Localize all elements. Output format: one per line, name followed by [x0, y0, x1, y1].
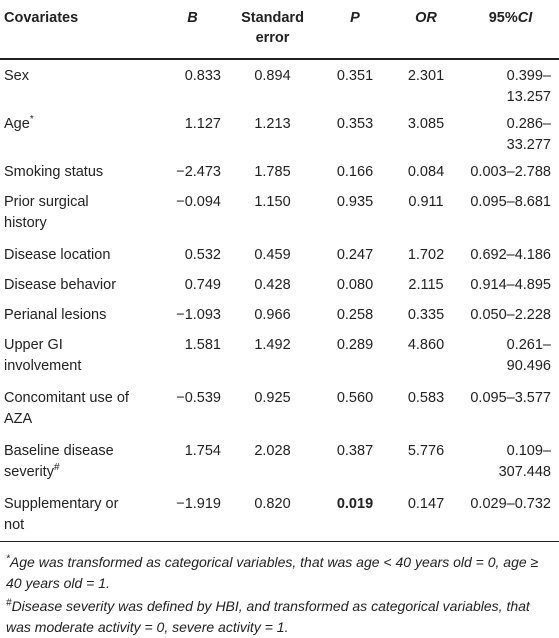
header-p: P: [350, 10, 360, 26]
cell-or: 4.860: [407, 337, 445, 353]
cell-b: 1.127: [184, 116, 221, 132]
header-row: Covariates B Standard error P OR 95%CI: [0, 0, 559, 59]
header-standard-error: Standard error: [241, 10, 304, 46]
cell-or: 0.084: [407, 164, 445, 180]
cell-standard-error: 1.150: [254, 194, 291, 210]
cell-covariate: Sex: [4, 68, 29, 84]
cell-or: 1.702: [407, 247, 445, 263]
cell-p: 0.166: [336, 164, 374, 180]
cell-ci: 0.003–2.788: [470, 164, 551, 180]
regression-table: Covariates B Standard error P OR 95%CI Se…: [0, 0, 559, 542]
table-row: Disease location 0.532 0.459 0.247 1.702 0.69…: [0, 239, 559, 269]
cell-p: 0.560: [336, 390, 374, 406]
cell-standard-error: 0.820: [254, 496, 291, 512]
header-or: OR: [415, 10, 437, 26]
cell-b: −1.093: [176, 307, 221, 323]
cell-ci: 0.914–4.895: [470, 277, 551, 293]
cell-p: 0.247: [336, 247, 374, 263]
cell-ci: 0.050–2.228: [470, 307, 551, 323]
cell-standard-error: 0.459: [254, 247, 291, 263]
cell-covariate: Prior surgical history: [4, 194, 89, 231]
cell-standard-error: 0.894: [254, 68, 291, 84]
cell-ci: 0.095–8.681: [470, 194, 551, 210]
header-b: B: [187, 10, 198, 26]
cell-covariate: Disease behavior: [4, 277, 117, 293]
cell-b: 0.749: [184, 277, 221, 293]
cell-covariate: Age*: [4, 114, 34, 132]
cell-b: 1.581: [184, 337, 221, 353]
cell-p: 0.353: [336, 116, 374, 132]
cell-covariate: Concomitant use of AZA: [4, 390, 129, 427]
cell-or: 0.583: [407, 390, 445, 406]
cell-standard-error: 1.492: [254, 337, 291, 353]
table-row: Baseline disease severity# 1.754 2.028 0.387…: [0, 435, 559, 488]
cell-covariate: Supplementary or not: [4, 496, 119, 533]
cell-covariate: Disease location: [4, 247, 111, 263]
cell-or: 2.115: [408, 277, 444, 293]
cell-p: 0.019: [336, 496, 374, 512]
table-row: Supplementary or not −1.919 0.820 0.019 0.147…: [0, 488, 559, 542]
cell-ci: 0.095–3.577: [470, 390, 551, 406]
cell-p: 0.258: [336, 307, 374, 323]
cell-standard-error: 1.785: [254, 164, 291, 180]
cell-b: −1.919: [176, 496, 221, 512]
cell-covariate: Upper GI involvement: [4, 337, 82, 374]
cell-or: 0.911: [408, 194, 444, 210]
cell-or: 0.147: [407, 496, 445, 512]
table-row: Upper GI involvement 1.581 1.492 0.289 4.860 0…: [0, 329, 559, 382]
cell-covariate: Perianal lesions: [4, 307, 107, 323]
cell-or: 0.335: [407, 307, 445, 323]
table-row: Sex 0.833 0.894 0.351 2.301 0.399–13.257: [0, 59, 559, 108]
table-row: Age* 1.127 1.213 0.353 3.085 0.286–33.277: [0, 108, 559, 156]
cell-b: −2.473: [176, 164, 221, 180]
cell-standard-error: 1.213: [254, 116, 291, 132]
table-row: Perianal lesions −1.093 0.966 0.258 0.335 0.0…: [0, 299, 559, 329]
cell-ci: 0.399–13.257: [506, 68, 551, 105]
table-row: Smoking status −2.473 1.785 0.166 0.084 0.003…: [0, 156, 559, 186]
cell-b: −0.539: [176, 390, 221, 406]
cell-or: 5.776: [407, 443, 445, 459]
cell-standard-error: 0.428: [254, 277, 291, 293]
cell-b: −0.094: [176, 194, 221, 210]
cell-p: 0.387: [336, 443, 374, 459]
cell-or: 3.085: [407, 116, 445, 132]
header-ci: 95%CI: [488, 10, 533, 26]
cell-ci: 0.029–0.732: [470, 496, 551, 512]
table-row: Prior surgical history −0.094 1.150 0.935 0.9…: [0, 186, 559, 239]
cell-covariate: Baseline disease severity#: [4, 443, 114, 480]
cell-b: 0.833: [184, 68, 221, 84]
cell-standard-error: 0.966: [254, 307, 291, 323]
cell-ci: 0.261–90.496: [506, 337, 551, 374]
header-covariates: Covariates: [4, 10, 79, 26]
table-row: Disease behavior 0.749 0.428 0.080 2.115 0.91…: [0, 269, 559, 299]
cell-standard-error: 0.925: [254, 390, 291, 406]
cell-ci: 0.109–307.448: [498, 443, 551, 480]
cell-or: 2.301: [407, 68, 445, 84]
footnote-severity: #Disease severity was defined by HBI, an…: [6, 597, 530, 635]
cell-standard-error: 2.028: [254, 443, 291, 459]
table-row: Concomitant use of AZA −0.539 0.925 0.560 0.5…: [0, 382, 559, 435]
cell-p: 0.351: [336, 68, 374, 84]
cell-p: 0.935: [336, 194, 374, 210]
cell-covariate: Smoking status: [4, 164, 104, 180]
table-footnotes: *Age was transformed as categorical vari…: [0, 552, 559, 638]
cell-p: 0.080: [336, 277, 374, 293]
cell-b: 0.532: [184, 247, 221, 263]
cell-ci: 0.286–33.277: [506, 116, 551, 153]
cell-p: 0.289: [336, 337, 374, 353]
cell-b: 1.754: [184, 443, 221, 459]
cell-ci: 0.692–4.186: [470, 247, 551, 263]
footnote-age: *Age was transformed as categorical vari…: [6, 553, 539, 591]
